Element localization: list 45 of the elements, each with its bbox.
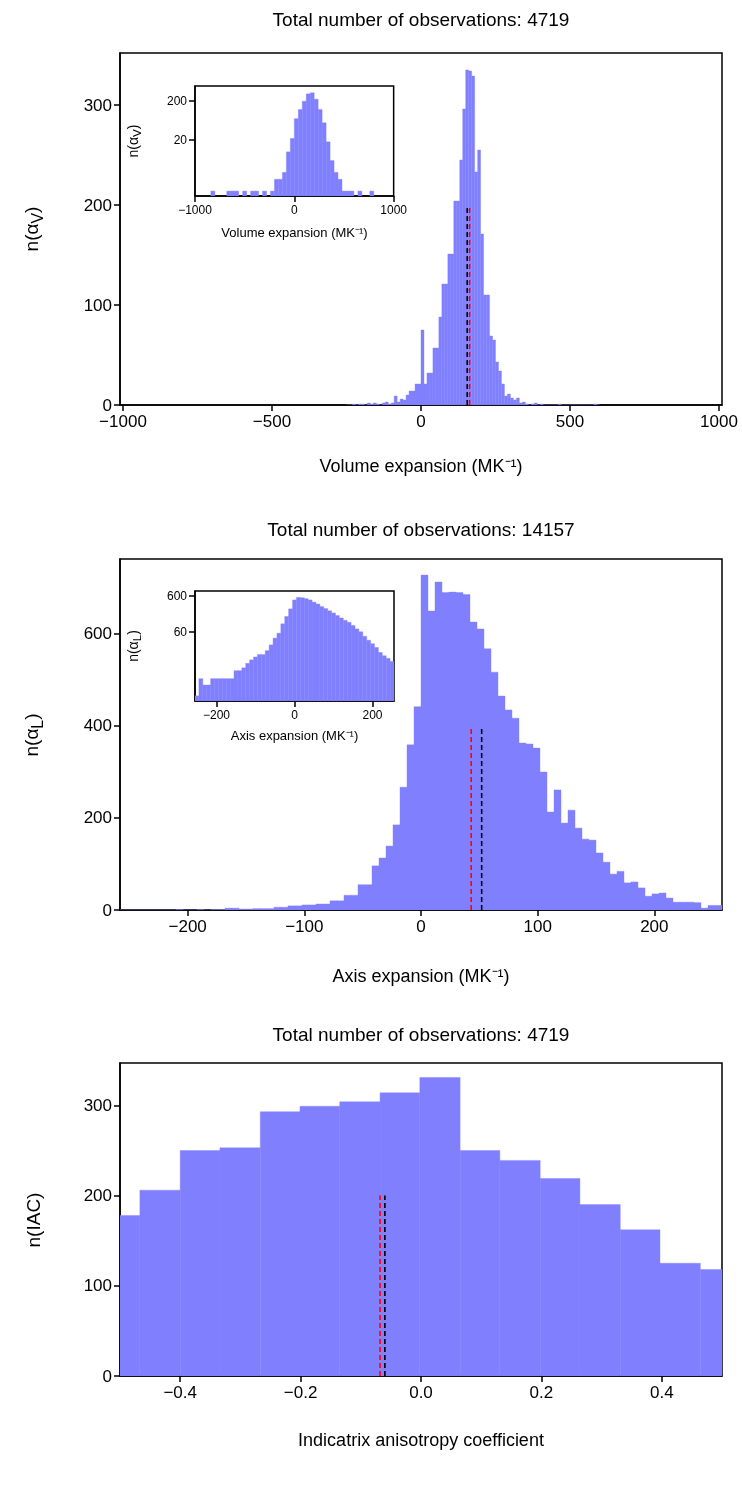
y-tick-label: 60 <box>173 624 188 639</box>
x-axis-title: Axis expansion (MK⁻¹) <box>332 965 510 987</box>
x-tick-label: 200 <box>640 917 669 936</box>
x-tick-label: 0.4 <box>649 1383 674 1402</box>
y-axis-title: n(IAC) <box>23 1192 45 1247</box>
x-tick-label: −500 <box>252 412 292 431</box>
x-tick-label: −100 <box>285 917 324 936</box>
y-tick-label: 100 <box>83 295 112 315</box>
x-tick-label: 200 <box>362 708 383 722</box>
x-tick-label: 0 <box>290 203 298 217</box>
y-tick-label: 0 <box>102 1366 112 1386</box>
y-tick-label: 400 <box>83 716 112 736</box>
x-tick-label: −200 <box>202 708 231 722</box>
chart-title: Total number of observations: 14157 <box>267 519 575 541</box>
y-tick-label: 600 <box>83 624 112 644</box>
x-tick-label: −0.4 <box>163 1383 197 1402</box>
chart-title: Total number of observations: 4719 <box>272 9 570 31</box>
y-tick-label: 20 <box>173 133 188 148</box>
x-axis-title: Indicatrix anisotropy coefficient <box>298 1429 544 1451</box>
x-tick-label: 1000 <box>380 203 408 217</box>
x-tick-label: 1000 <box>700 412 738 431</box>
y-tick-label: 0 <box>102 900 112 920</box>
x-tick-label: −1000 <box>99 412 147 431</box>
x-axis-title: Volume expansion (MK⁻¹) <box>221 224 368 241</box>
x-tick-label: −1000 <box>178 203 213 217</box>
x-tick-label: 0 <box>291 708 299 722</box>
y-tick-label: 200 <box>83 1186 112 1206</box>
x-tick-label: 100 <box>523 917 552 936</box>
y-tick-label: 0 <box>102 395 112 415</box>
x-tick-label: −0.2 <box>283 1383 318 1402</box>
x-tick-label: 0.2 <box>529 1383 554 1402</box>
x-tick-label: −200 <box>168 917 207 936</box>
x-tick-label: 0 <box>416 917 426 936</box>
x-tick-label: 0 <box>416 412 426 431</box>
x-tick-label: 0.0 <box>409 1383 433 1402</box>
x-axis-title: Axis expansion (MK⁻¹) <box>230 727 359 744</box>
y-tick-label: 100 <box>83 1276 112 1296</box>
y-tick-label: 600 <box>166 588 188 603</box>
x-axis-title: Volume expansion (MK⁻¹) <box>319 455 523 477</box>
y-tick-label: 200 <box>83 808 112 828</box>
y-tick-label: 300 <box>83 1095 112 1115</box>
y-tick-label: 200 <box>166 93 188 108</box>
chart-title: Total number of observations: 4719 <box>272 1024 570 1046</box>
x-tick-label: 500 <box>555 412 585 431</box>
y-tick-label: 300 <box>83 95 112 115</box>
